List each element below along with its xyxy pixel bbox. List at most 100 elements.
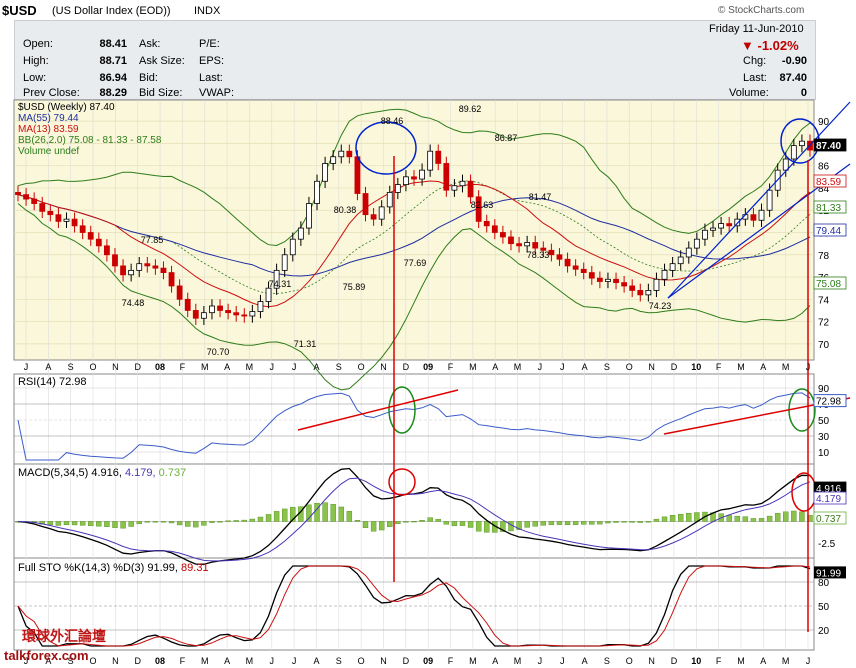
pct-change-row: ▼ -1.02% bbox=[741, 38, 799, 53]
candle-body bbox=[209, 305, 215, 314]
macd-hist-bar bbox=[47, 521, 54, 525]
trend-channel-upper bbox=[667, 101, 851, 299]
macd-hist-bar bbox=[564, 521, 571, 526]
sto-last-box bbox=[814, 566, 846, 579]
month-tick-label: 08 bbox=[155, 362, 165, 372]
bb-middle-line bbox=[17, 180, 811, 295]
candle-body bbox=[95, 238, 102, 247]
macd-hist-bar bbox=[185, 521, 191, 527]
chg-value: -0.90 bbox=[781, 55, 807, 67]
rsi-last-box bbox=[813, 394, 847, 408]
month-tick-label-bottom: M bbox=[201, 656, 209, 666]
volume-value: 0 bbox=[800, 87, 807, 99]
macd-hist-bar bbox=[160, 521, 167, 523]
right-label-box bbox=[813, 174, 847, 188]
right-value-label: 79.44 bbox=[816, 226, 841, 237]
legend-price: $USD (Weekly) 87.40 bbox=[18, 102, 115, 113]
sto-last-label: 91.99 bbox=[816, 568, 841, 579]
month-tick-label-bottom: N bbox=[112, 656, 119, 666]
last-value: 87.40 bbox=[779, 72, 807, 84]
month-tick-label: F bbox=[716, 362, 722, 372]
candle-body bbox=[289, 238, 296, 256]
candle-body bbox=[265, 287, 272, 302]
candle-body bbox=[799, 140, 805, 147]
macd-hist-bar bbox=[370, 521, 377, 532]
month-tick-label: O bbox=[626, 362, 633, 372]
candle-body bbox=[330, 156, 337, 164]
price-tick-label: 86 bbox=[818, 162, 830, 173]
candle-body bbox=[718, 223, 725, 229]
candle-body bbox=[499, 232, 506, 238]
month-tick-label-bottom: S bbox=[68, 656, 74, 666]
price-tick-label: 90 bbox=[818, 117, 830, 128]
macd-hist-bar bbox=[597, 521, 603, 525]
candle-body bbox=[112, 254, 118, 267]
candle-body bbox=[556, 254, 563, 260]
candle-body bbox=[314, 180, 320, 204]
candle-body bbox=[548, 249, 555, 256]
macd-hist-bar bbox=[233, 520, 239, 522]
macd-value-box bbox=[813, 511, 847, 525]
macd-hist-bar bbox=[338, 506, 344, 522]
ask-size-label: Ask Size: bbox=[139, 55, 185, 67]
macd-tick-label: -2.5 bbox=[818, 539, 836, 550]
macd-panel bbox=[13, 463, 815, 559]
candle-body bbox=[386, 192, 393, 208]
macd-hist-bar bbox=[193, 521, 199, 528]
macd-hist-bar bbox=[96, 521, 102, 527]
candle-body bbox=[564, 258, 571, 267]
price-tick-label: 78 bbox=[818, 251, 830, 262]
candle-body bbox=[31, 198, 38, 204]
macd-hist-bar bbox=[783, 511, 789, 522]
month-tick-label-bottom: F bbox=[448, 656, 454, 666]
price-point-label: 80.38 bbox=[334, 205, 357, 215]
candle-body bbox=[483, 220, 490, 227]
sto-k-line bbox=[17, 565, 811, 647]
macd-hist-bar bbox=[548, 521, 555, 526]
price-point-label: 77.85 bbox=[141, 235, 164, 245]
macd-hist-bar bbox=[451, 521, 458, 527]
macd-hist-bar bbox=[71, 521, 78, 526]
price-point-label: 88.46 bbox=[381, 116, 404, 126]
sto-title: Full STO %K(14,3) %D(3) 91.99, bbox=[18, 562, 178, 574]
candle-body bbox=[637, 290, 644, 296]
price-point-label: 75.89 bbox=[343, 282, 366, 292]
macd-hist-bar bbox=[209, 521, 215, 523]
candle-body bbox=[459, 180, 466, 187]
macd-hist-bar bbox=[581, 521, 587, 525]
candle-body bbox=[362, 193, 369, 216]
candle-body bbox=[378, 206, 385, 220]
candle-body bbox=[524, 242, 531, 247]
rsi-tick-label: 90 bbox=[818, 384, 830, 395]
candle-body bbox=[475, 196, 482, 222]
low-value: 86.94 bbox=[99, 72, 127, 84]
macd-hist-bar bbox=[572, 521, 579, 525]
macd-hist-bar bbox=[395, 521, 401, 525]
month-tick-label-bottom: J bbox=[24, 656, 29, 666]
month-tick-label: J bbox=[538, 362, 543, 372]
macd-hist-bar bbox=[589, 521, 595, 525]
month-tick-label-bottom: J bbox=[560, 656, 565, 666]
macd-hist-bar bbox=[120, 521, 126, 529]
month-tick-label-bottom: J bbox=[292, 656, 297, 666]
rsi-circle-left bbox=[388, 386, 416, 434]
candle-body bbox=[168, 272, 175, 287]
month-tick-label: O bbox=[90, 362, 97, 372]
month-tick-label: J bbox=[560, 362, 565, 372]
macd-hist-bar bbox=[524, 521, 530, 528]
macd-hist-bar bbox=[661, 516, 668, 522]
candle-body bbox=[750, 214, 757, 221]
macd-hist-bar bbox=[112, 521, 118, 528]
candle-body bbox=[645, 290, 652, 296]
candle-body bbox=[160, 267, 167, 273]
ask-label: Ask: bbox=[139, 38, 161, 50]
month-tick-label: J bbox=[806, 362, 811, 372]
macd-hist-bar bbox=[686, 513, 692, 522]
prev-close-label: Prev Close: bbox=[23, 87, 80, 99]
price-point-label: 89.62 bbox=[459, 104, 482, 114]
macd-hist-bar bbox=[556, 521, 563, 525]
macd-hist-bar bbox=[484, 521, 490, 533]
candle-body bbox=[516, 243, 522, 247]
macd-value-box bbox=[813, 491, 847, 505]
candle-body bbox=[249, 311, 256, 317]
